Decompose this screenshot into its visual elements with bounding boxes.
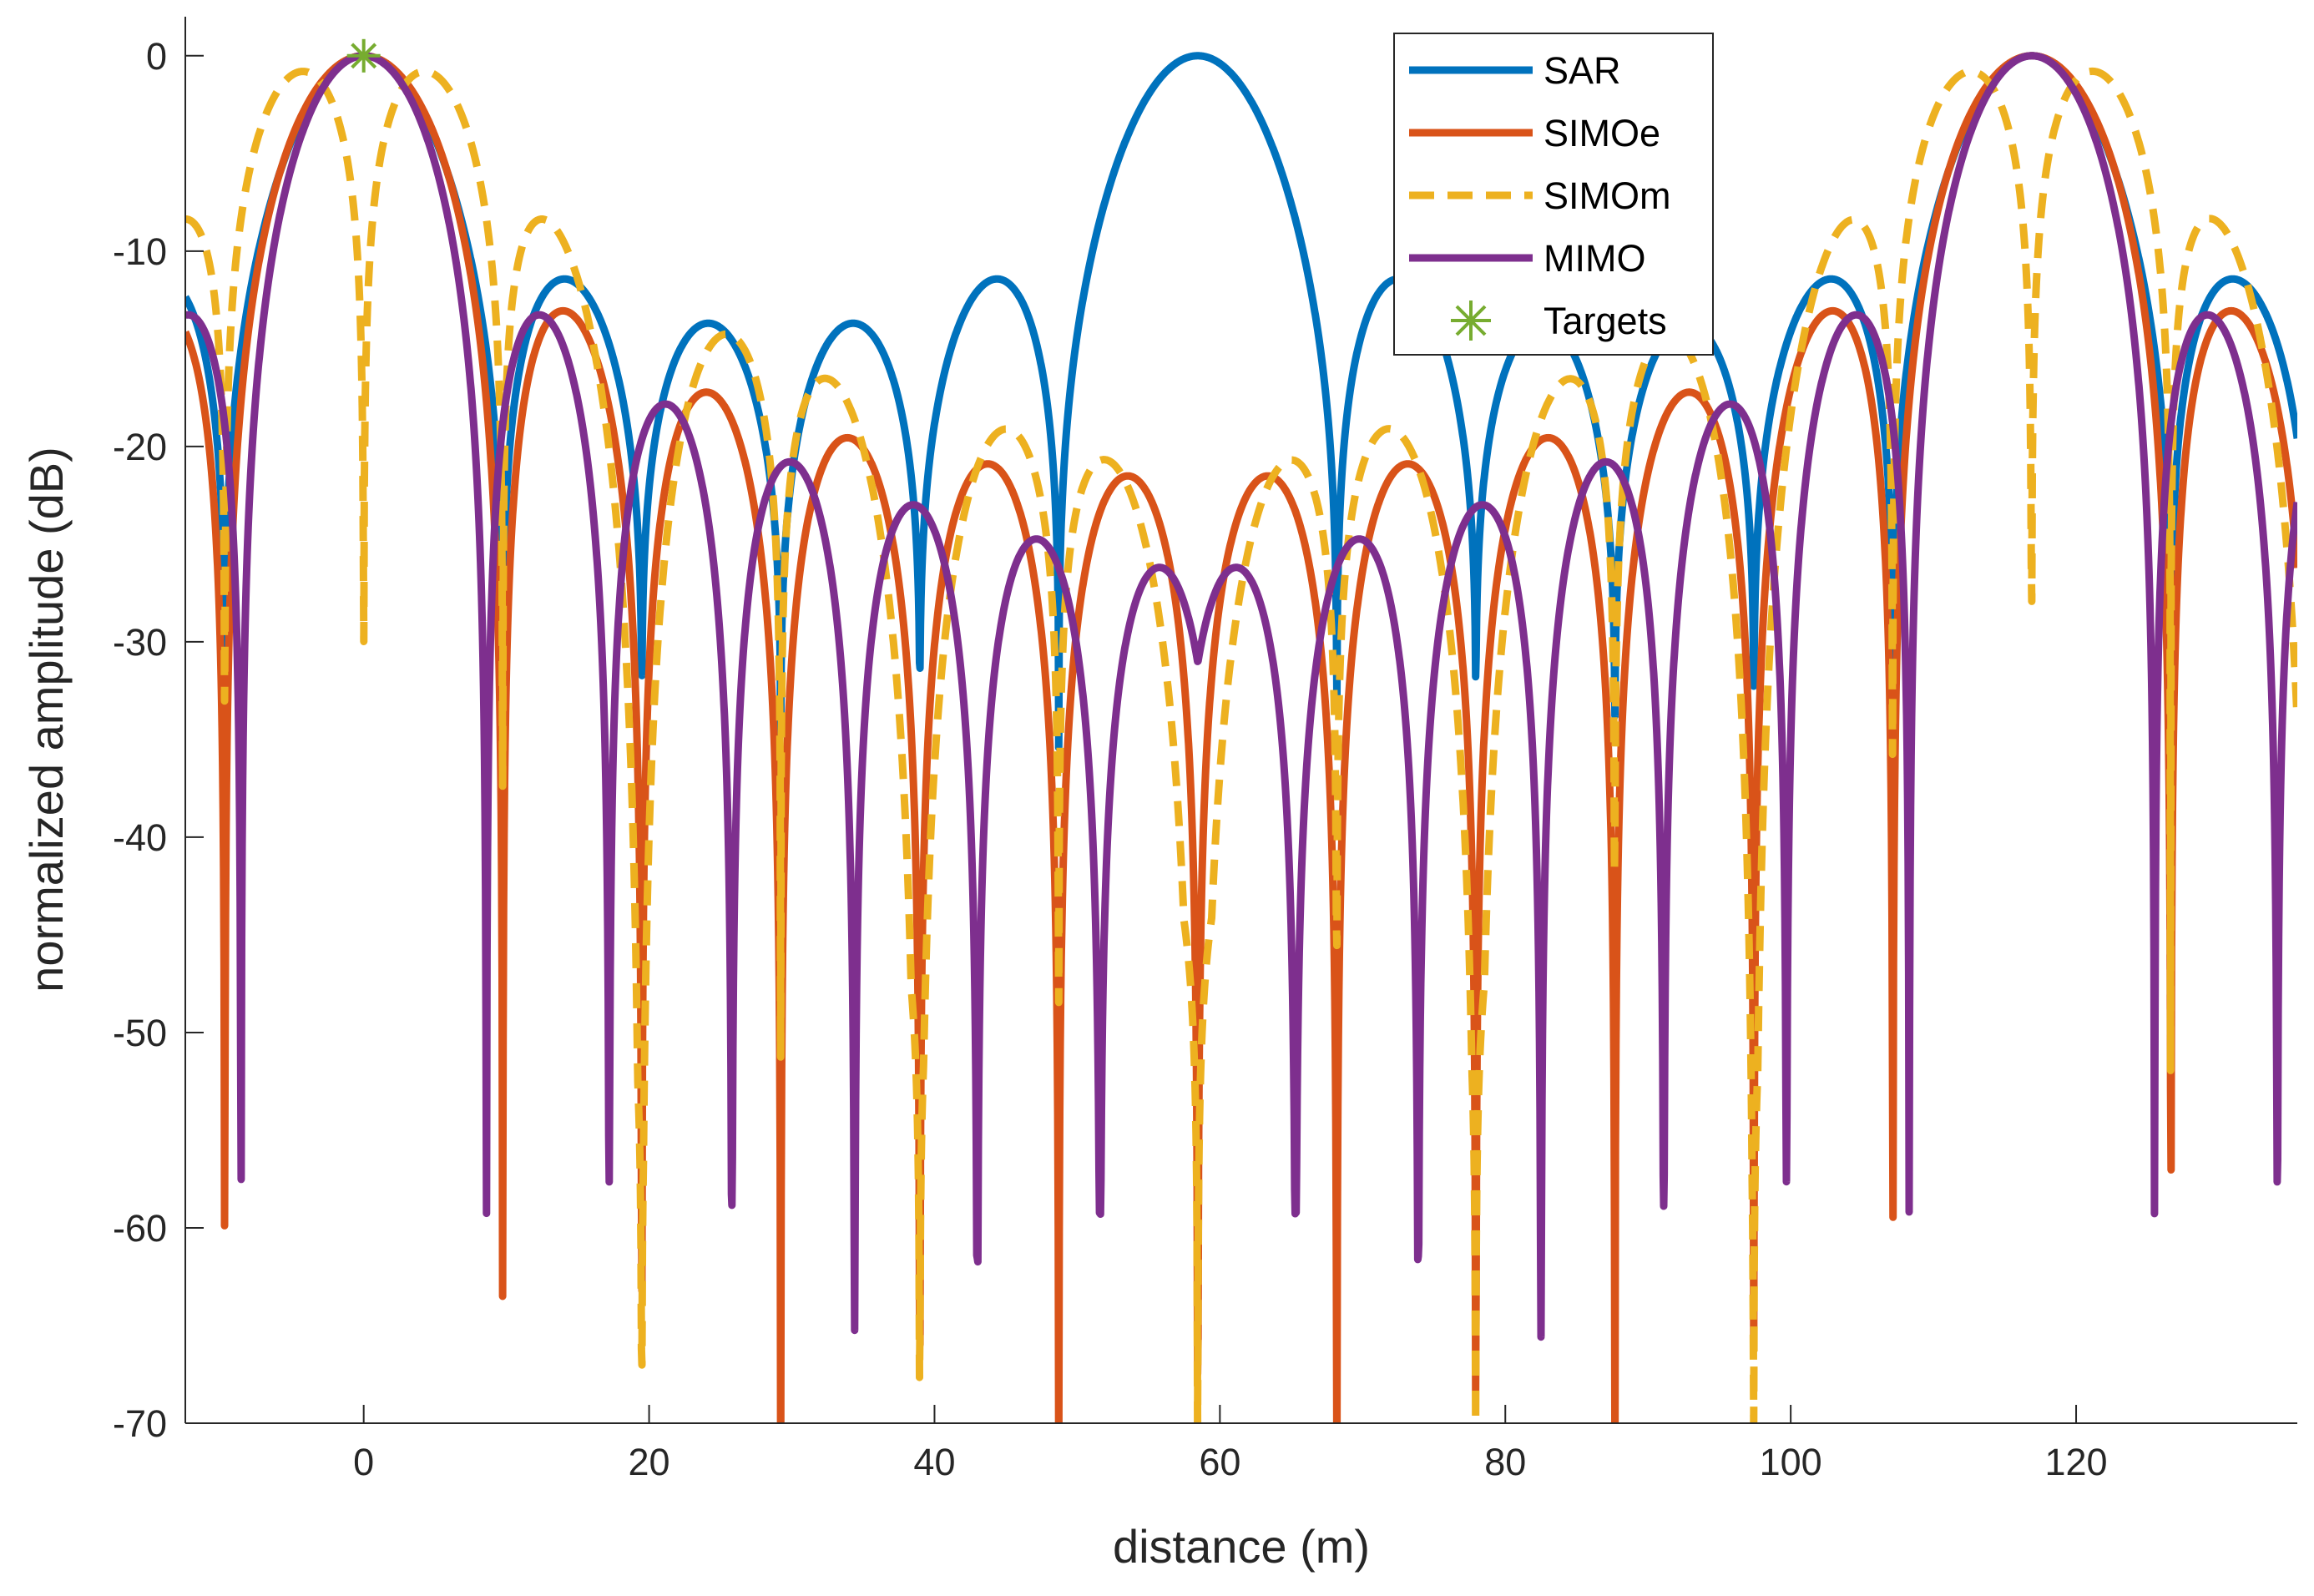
y-tick-label: -50 [113,1012,167,1054]
plot-area [185,17,2297,1423]
x-tick-label: 40 [913,1441,955,1483]
x-tick-label: 20 [629,1441,670,1483]
legend-label-simom: SIMOm [1544,174,1671,217]
legend-label-targets: Targets [1544,300,1667,342]
legend-label-sar: SAR [1544,49,1621,92]
tick-layer: 0 20 40 60 80 100 120 0 -10 -20 -30 -40 -50 -60 -70 [113,35,2108,1483]
x-tick-label: 60 [1199,1441,1240,1483]
legend-box [1393,33,1714,356]
series-simom [185,67,2297,1423]
y-tick-label: -60 [113,1207,167,1250]
x-tick-label: 80 [1484,1441,1526,1483]
legend-label-simoe: SIMOe [1544,112,1660,154]
y-tick-label: 0 [146,35,167,78]
y-axis-label: normalized amplitude (dB) [20,447,73,992]
x-axis-label: distance (m) [1113,1520,1370,1573]
y-tick-label: -20 [113,426,167,468]
y-tick-label: -30 [113,621,167,664]
x-tick-label: 120 [2044,1441,2107,1483]
series-simoe [185,52,2297,1423]
legend: SAR SIMOe SIMOm MIMO Targets [1393,33,1714,356]
series-mimo [185,52,2297,1341]
x-tick-label: 0 [353,1441,374,1483]
legend-marker-targets [1451,301,1491,341]
marker-layer [346,38,381,73]
series-layer [185,52,2297,1423]
x-tick-label: 100 [1760,1441,1822,1483]
y-tick-label: -70 [113,1402,167,1445]
target-marker [346,38,381,73]
y-tick-label: -10 [113,230,167,273]
legend-label-mimo: MIMO [1544,237,1645,280]
y-tick-label: -40 [113,816,167,859]
